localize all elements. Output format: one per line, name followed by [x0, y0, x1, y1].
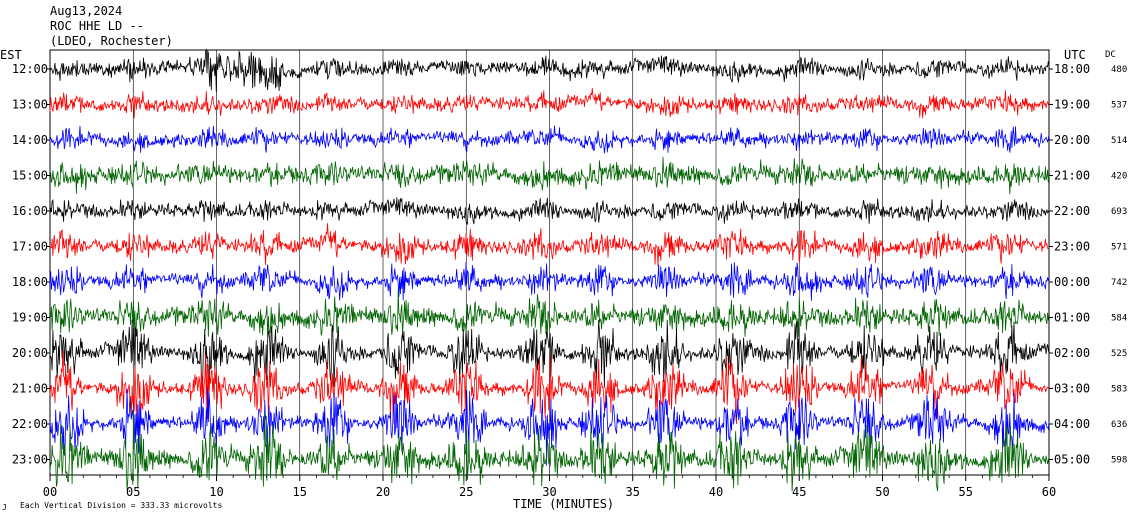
seismic-trace — [49, 48, 1050, 92]
dc-offset-value: 571 — [1111, 243, 1127, 253]
trace-group — [49, 48, 1050, 492]
x-tick-label: 05 — [126, 485, 140, 499]
dc-offset-value: 636 — [1111, 420, 1127, 430]
row-label-utc: 05:00 — [1054, 453, 1090, 467]
est-axis-label: EST — [0, 48, 22, 62]
seismic-trace — [49, 409, 1050, 492]
row-label-utc: 01:00 — [1054, 311, 1090, 325]
seismic-trace — [49, 388, 1050, 466]
row-label-est: 16:00 — [12, 204, 48, 218]
dc-offset-value: 514 — [1111, 136, 1127, 146]
corner-mark: J — [2, 503, 7, 512]
dc-offset-value: 420 — [1111, 172, 1127, 182]
seismic-trace — [49, 125, 1050, 154]
axis-labels: 00 05 10 15 20 25 30 35 40 45 50 55 60 12:00 18:00 480 1… — [12, 62, 1127, 499]
seismic-trace — [49, 319, 1050, 390]
dc-offset-value: 583 — [1111, 385, 1127, 395]
row-label-utc: 20:00 — [1054, 133, 1090, 147]
row-label-utc: 22:00 — [1054, 204, 1090, 218]
dc-offset-value: 598 — [1111, 456, 1127, 466]
row-label-est: 13:00 — [12, 98, 48, 112]
row-label-utc: 18:00 — [1054, 62, 1090, 76]
row-label-utc: 03:00 — [1054, 382, 1090, 396]
x-axis-label: TIME (MINUTES) — [513, 497, 614, 511]
plot-frame — [49, 49, 1050, 476]
x-tick-label: 10 — [209, 485, 223, 499]
scale-note: Each Vertical Division = 333.33 microvol… — [20, 501, 222, 510]
dc-offset-value: 693 — [1111, 207, 1127, 217]
seismic-trace — [49, 289, 1050, 338]
row-label-utc: 02:00 — [1054, 346, 1090, 360]
dc-offset-value: 525 — [1111, 349, 1127, 359]
row-label-utc: 21:00 — [1054, 169, 1090, 183]
row-label-est: 17:00 — [12, 240, 48, 254]
dc-offset-value: 480 — [1111, 65, 1127, 75]
x-tick-label: 60 — [1042, 485, 1056, 499]
x-tick-label: 25 — [459, 485, 473, 499]
seismic-trace — [49, 223, 1050, 267]
utc-axis-label: UTC — [1064, 48, 1086, 62]
row-label-est: 21:00 — [12, 382, 48, 396]
chart-location: (LDEO, Rochester) — [50, 34, 173, 48]
seismic-trace — [49, 197, 1050, 226]
x-tick-label: 50 — [875, 485, 889, 499]
row-label-est: 23:00 — [12, 453, 48, 467]
dc-offset-value: 584 — [1111, 314, 1127, 324]
seismic-trace — [49, 88, 1050, 119]
x-tick-label: 20 — [376, 485, 390, 499]
x-tick-label: 30 — [542, 485, 556, 499]
row-label-est: 14:00 — [12, 133, 48, 147]
dc-column-label: DC — [1105, 50, 1116, 60]
row-label-utc: 04:00 — [1054, 417, 1090, 431]
seismic-trace — [49, 261, 1050, 301]
row-label-utc: 00:00 — [1054, 275, 1090, 289]
chart-station: ROC HHE LD -- — [50, 19, 144, 33]
dc-offset-value: 742 — [1111, 278, 1127, 288]
x-tick-label: 00 — [43, 485, 57, 499]
row-label-est: 12:00 — [12, 62, 48, 76]
row-label-est: 22:00 — [12, 417, 48, 431]
x-tick-label: 45 — [792, 485, 806, 499]
seismic-trace — [49, 156, 1050, 195]
x-tick-label: 35 — [626, 485, 640, 499]
dc-offset-value: 537 — [1111, 101, 1127, 111]
row-label-utc: 23:00 — [1054, 240, 1090, 254]
row-label-utc: 19:00 — [1054, 98, 1090, 112]
chart-date: Aug13,2024 — [50, 4, 122, 18]
row-label-est: 18:00 — [12, 275, 48, 289]
x-tick-label: 15 — [293, 485, 307, 499]
row-label-est: 20:00 — [12, 346, 48, 360]
row-label-est: 15:00 — [12, 169, 48, 183]
seismic-trace — [49, 350, 1050, 425]
x-tick-label: 40 — [709, 485, 723, 499]
x-tick-label: 55 — [959, 485, 973, 499]
row-label-est: 19:00 — [12, 311, 48, 325]
